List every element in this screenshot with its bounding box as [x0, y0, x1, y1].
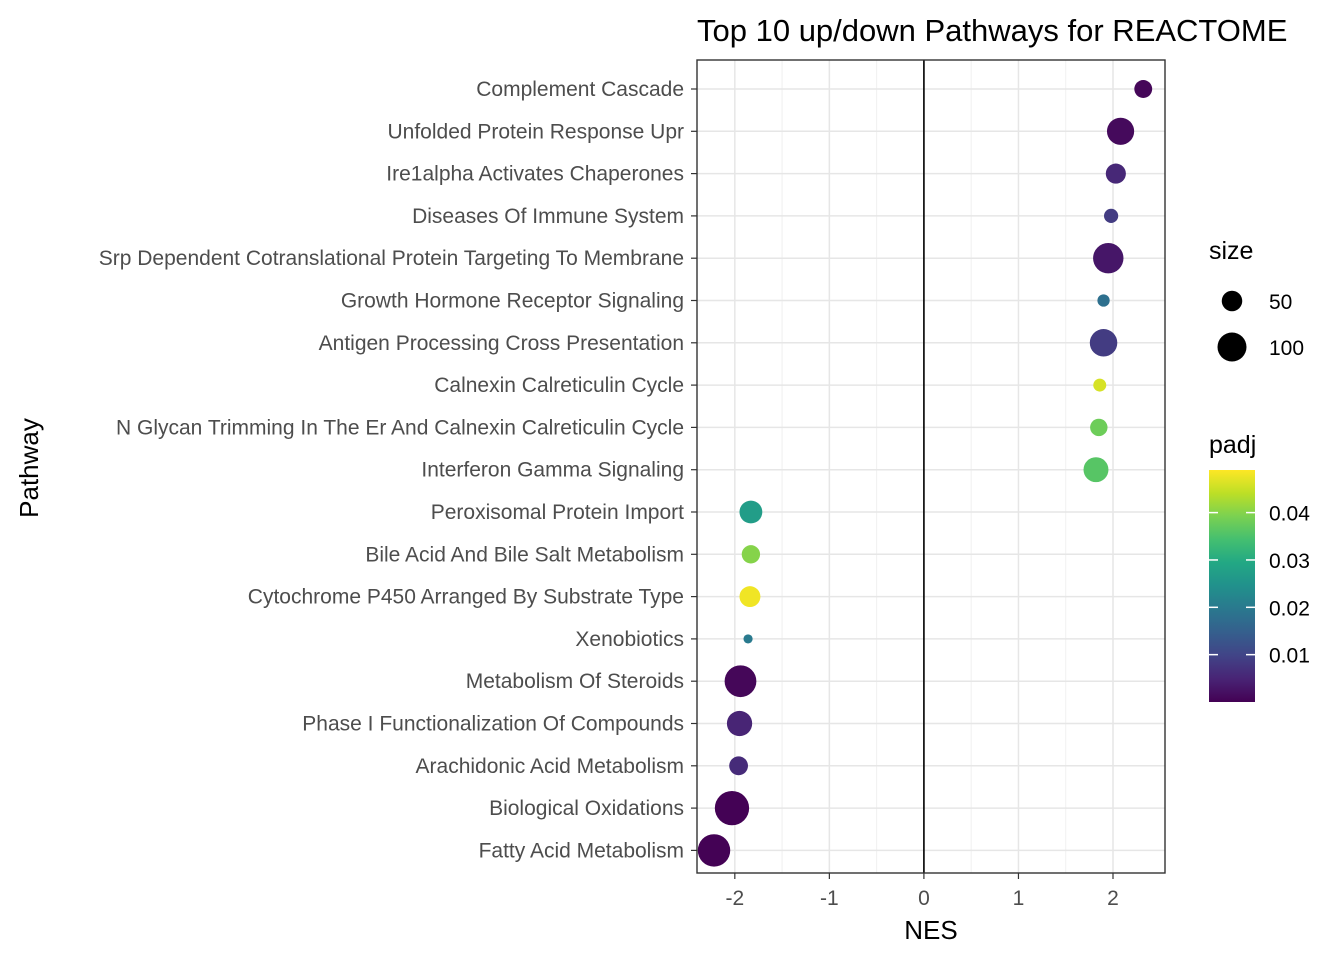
- data-point: [741, 545, 761, 564]
- panel-border: [696, 59, 1166, 874]
- y-tick-label: Phase I Functionalization Of Compounds: [302, 713, 684, 736]
- size-legend-key: [1221, 290, 1243, 312]
- y-tick-label: Ire1alpha Activates Chaperones: [386, 163, 684, 186]
- color-legend: padj 0.01 0.02 0.03 0.04: [1209, 431, 1310, 702]
- colorbar-label: 0.03: [1269, 550, 1310, 573]
- x-tick-label: 1: [1013, 887, 1025, 910]
- colorbar-label: 0.01: [1269, 645, 1310, 668]
- x-tick-label: -1: [820, 887, 839, 910]
- data-point: [1097, 294, 1110, 307]
- y-tick-label: Srp Dependent Cotranslational Protein Ta…: [99, 247, 684, 270]
- data-point: [1093, 378, 1107, 392]
- x-tick-label: 2: [1107, 887, 1119, 910]
- y-tick-label: Fatty Acid Metabolism: [479, 839, 684, 862]
- y-axis-ticks: Complement Cascade Unfolded Protein Respo…: [99, 78, 697, 862]
- size-legend-key: [1217, 332, 1247, 362]
- y-tick-label: Diseases Of Immune System: [412, 205, 684, 228]
- y-tick-label: Peroxisomal Protein Import: [431, 501, 684, 524]
- data-point: [1106, 117, 1135, 145]
- data-point: [739, 500, 763, 524]
- data-point: [1089, 329, 1118, 357]
- size-legend-label: 100: [1269, 337, 1304, 360]
- x-tick-label: 0: [918, 887, 930, 910]
- data-point: [697, 834, 731, 867]
- data-point: [1105, 163, 1126, 184]
- colorbar-label: 0.04: [1269, 503, 1310, 526]
- y-axis-title: Pathway: [14, 418, 44, 518]
- points-layer: [697, 80, 1153, 867]
- colorbar-label: 0.02: [1269, 597, 1310, 620]
- y-tick-label: Arachidonic Acid Metabolism: [416, 755, 684, 778]
- size-legend-label: 50: [1269, 291, 1292, 314]
- y-tick-label: Growth Hormone Receptor Signaling: [341, 290, 684, 313]
- color-legend-title: padj: [1209, 431, 1256, 459]
- y-tick-label: Metabolism Of Steroids: [466, 670, 684, 693]
- x-axis-title: NES: [904, 915, 957, 945]
- y-tick-label: Biological Oxidations: [489, 797, 684, 820]
- y-tick-label: Bile Acid And Bile Salt Metabolism: [365, 543, 684, 566]
- grid-lines: [697, 60, 1165, 873]
- data-point: [1104, 208, 1119, 224]
- data-point: [1134, 80, 1153, 98]
- data-point: [724, 665, 757, 698]
- y-tick-label: N Glycan Trimming In The Er And Calnexin…: [116, 416, 684, 439]
- y-tick-label: Antigen Processing Cross Presentation: [319, 332, 684, 355]
- y-tick-label: Complement Cascade: [476, 78, 684, 101]
- x-axis-ticks: -2 -1 0 1 2: [725, 873, 1119, 910]
- data-point: [743, 634, 753, 644]
- size-legend-title: size: [1209, 237, 1253, 265]
- data-point: [1093, 242, 1124, 274]
- y-tick-label: Cytochrome P450 Arranged By Substrate Ty…: [248, 586, 684, 609]
- x-tick-label: -2: [725, 887, 744, 910]
- data-point: [739, 586, 761, 608]
- data-point: [714, 790, 750, 826]
- data-point: [1090, 418, 1108, 437]
- colorbar: [1209, 470, 1255, 702]
- data-point: [726, 710, 753, 737]
- chart-title: Top 10 up/down Pathways for REACTOME: [697, 13, 1287, 48]
- y-tick-label: Unfolded Protein Response Upr: [387, 120, 684, 143]
- y-tick-label: Calnexin Calreticulin Cycle: [434, 374, 684, 397]
- y-tick-label: Interferon Gamma Signaling: [421, 459, 684, 482]
- y-tick-label: Xenobiotics: [575, 628, 684, 651]
- size-legend: size 50 100: [1209, 237, 1304, 362]
- data-point: [729, 756, 748, 776]
- data-point: [1083, 457, 1109, 483]
